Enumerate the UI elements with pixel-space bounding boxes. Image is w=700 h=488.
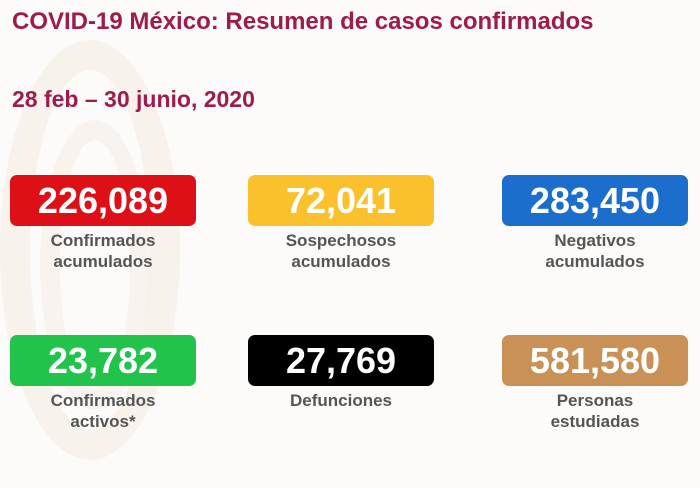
stat-value: 27,769 bbox=[248, 335, 434, 386]
stat-label: Defunciones bbox=[289, 391, 393, 410]
stat-label: Personas estudiadas bbox=[550, 391, 640, 431]
stat-label: Negativos acumulados bbox=[545, 231, 645, 271]
stat-value: 283,450 bbox=[502, 175, 688, 226]
stat-card-defunciones: 27,769 Defunciones bbox=[248, 335, 434, 411]
stat-card-confirmados-activos: 23,782 Confirmados activos* bbox=[10, 335, 196, 432]
stat-card-negativos: 283,450 Negativos acumulados bbox=[502, 175, 688, 272]
stat-value: 226,089 bbox=[10, 175, 196, 226]
stat-value: 72,041 bbox=[248, 175, 434, 226]
page-title: COVID-19 México: Resumen de casos confir… bbox=[12, 8, 594, 35]
stat-value: 23,782 bbox=[10, 335, 196, 386]
stat-card-sospechosos: 72,041 Sospechosos acumulados bbox=[248, 175, 434, 272]
stat-label: Confirmados acumulados bbox=[50, 231, 156, 271]
stat-label: Sospechosos acumulados bbox=[285, 231, 397, 271]
stat-label: Confirmados activos* bbox=[50, 391, 156, 431]
stat-card-confirmados-acumulados: 226,089 Confirmados acumulados bbox=[10, 175, 196, 272]
stat-card-personas-estudiadas: 581,580 Personas estudiadas bbox=[502, 335, 688, 432]
date-range: 28 feb – 30 junio, 2020 bbox=[12, 86, 255, 112]
stat-value: 581,580 bbox=[502, 335, 688, 386]
